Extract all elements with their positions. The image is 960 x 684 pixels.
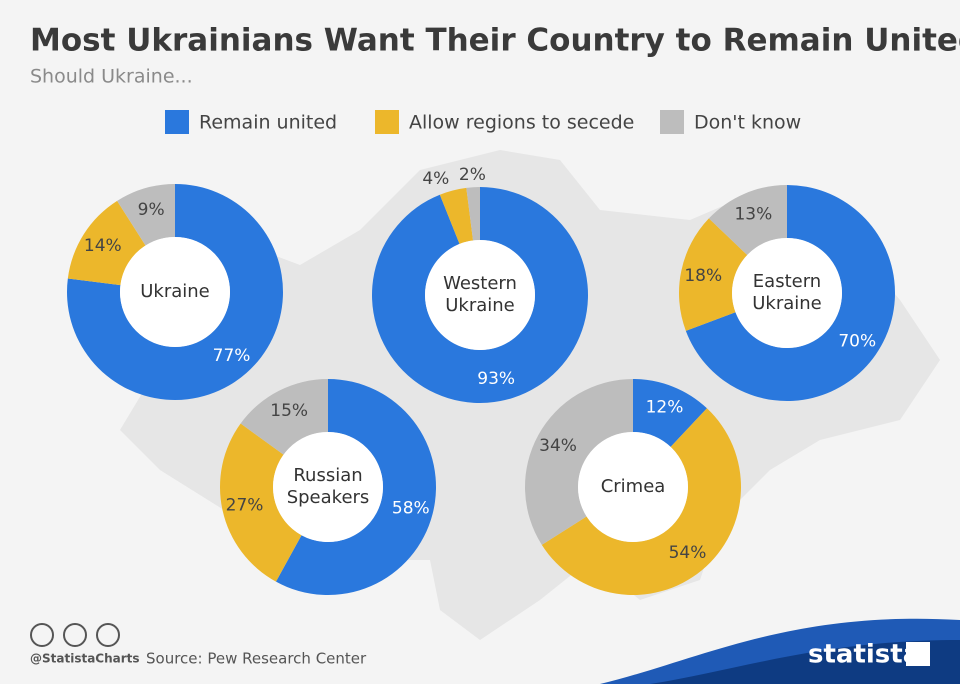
donut-title-line: Eastern [753, 271, 821, 292]
donut-hole [425, 240, 535, 350]
value-label: 77% [213, 346, 251, 366]
donut-segment [117, 184, 175, 246]
donut-segment [67, 200, 146, 286]
value-label: 70% [838, 332, 876, 352]
donut-segment [708, 185, 787, 256]
donut-title-line: Speakers [287, 487, 370, 508]
donut-segment [66, 184, 284, 401]
donut-title: Crimea [601, 476, 666, 497]
license-icons [30, 623, 120, 647]
donut-segment [541, 408, 741, 595]
donut-title: Ukraine [140, 281, 210, 302]
legend: Remain united Allow regions to secede Don'… [165, 110, 801, 134]
legend-label: Allow regions to secede [409, 112, 634, 134]
donut-title: Russian Speakers [287, 465, 370, 508]
value-label: 4% [422, 169, 449, 189]
value-label: 93% [477, 369, 515, 389]
legend-label: Remain united [199, 112, 337, 134]
donut-hole [578, 432, 688, 542]
donut-segment [219, 423, 302, 582]
title: Most Ukrainians Want Their Country to Re… [30, 23, 960, 59]
donut-title: Western Ukraine [443, 273, 517, 316]
legend-swatch [660, 110, 684, 134]
value-label: 12% [646, 398, 684, 418]
donut-title-line: Russian [293, 465, 362, 486]
brand-icon [906, 642, 930, 666]
value-label: 58% [392, 498, 430, 518]
value-label: 18% [684, 266, 722, 286]
donut-segment [685, 185, 895, 402]
donut-title-line: Ukraine [752, 293, 822, 314]
donut-segment [679, 218, 748, 331]
value-label: 9% [138, 200, 165, 220]
legend-swatch [375, 110, 399, 134]
donut-segment [466, 187, 480, 241]
donut-segment [524, 379, 633, 545]
value-label: 15% [270, 401, 308, 421]
donut-title-line: Western [443, 273, 517, 294]
donut-segment [275, 379, 437, 595]
donut-segment [372, 187, 588, 404]
source: Source: Pew Research Center [146, 650, 367, 668]
value-label: 14% [84, 236, 122, 256]
donut-segment [633, 379, 707, 447]
brand-swoosh-dark [650, 640, 960, 684]
donut-hole [732, 238, 842, 348]
value-label: 54% [669, 543, 707, 563]
donut-hole [120, 237, 230, 347]
donut-segment [240, 379, 328, 455]
donut-title: Eastern Ukraine [752, 271, 822, 314]
donut-segment [439, 187, 474, 244]
value-label: 34% [539, 436, 577, 456]
value-label: 2% [459, 165, 486, 185]
legend-label: Don't know [694, 112, 801, 134]
donut-title-line: Ukraine [445, 295, 515, 316]
handle: @StatistaCharts [30, 652, 140, 666]
legend-swatch [165, 110, 189, 134]
brand-logo: statista [808, 640, 920, 670]
subtitle: Should Ukraine... [30, 66, 193, 88]
donut-hole [273, 432, 383, 542]
value-label: 27% [226, 496, 264, 516]
value-label: 13% [734, 204, 772, 224]
